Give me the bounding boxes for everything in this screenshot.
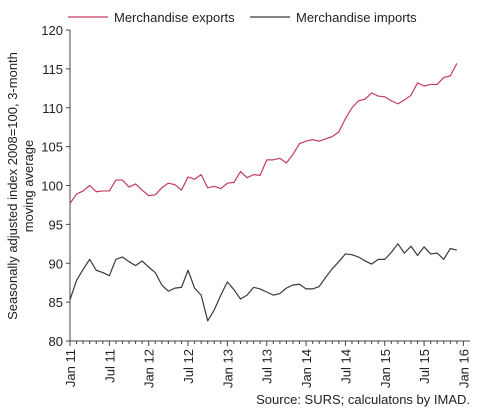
y-tick-label: 105 [41, 140, 63, 155]
y-tick-label: 95 [49, 217, 63, 232]
y-tick-label: 120 [41, 23, 63, 38]
y-tick-label: 90 [49, 256, 63, 271]
series-line-exports [69, 63, 458, 204]
legend-label-exports: Merchandise exports [114, 10, 235, 25]
x-tick-label: Jan 11 [63, 349, 78, 387]
x-tick-label: Jan 16 [456, 349, 471, 388]
x-tick-label: Jul 15 [417, 349, 432, 384]
series-layer [69, 63, 458, 322]
source-note: Source: SURS; calculatons by IMAD. [256, 392, 470, 407]
y-tick-label: 115 [42, 62, 63, 77]
y-axis-label-line-1: Seasonally adjusted index 2008=100, 3-mo… [5, 52, 20, 320]
x-tick-label: Jan 14 [299, 349, 314, 388]
y-tick-label: 85 [49, 295, 63, 310]
x-tick-label: Jan 13 [220, 349, 235, 388]
x-axis: Jan 11 Jul 11 Jan 12 Jul 12 Jan 13 Jul 13 Jan … [63, 340, 471, 388]
y-axis: 80 85 90 95 100 105 110 115 120 [41, 23, 71, 349]
x-tick-label: Jul 13 [260, 349, 275, 384]
y-tick-label: 110 [42, 101, 63, 116]
x-tick-label: Jul 12 [181, 349, 196, 384]
y-tick-label: 100 [41, 179, 63, 194]
y-axis-label-line-2: moving average [21, 140, 36, 233]
legend-label-imports: Merchandise imports [296, 10, 417, 25]
series-line-imports [69, 243, 458, 322]
legend: Merchandise exports Merchandise imports [68, 10, 417, 25]
x-tick-label: Jul 14 [338, 349, 353, 384]
y-tick-label: 80 [49, 334, 63, 349]
x-tick-label: Jan 12 [142, 349, 157, 388]
x-tick-label: Jul 11 [102, 349, 117, 383]
x-tick-label: Jan 15 [378, 349, 393, 388]
